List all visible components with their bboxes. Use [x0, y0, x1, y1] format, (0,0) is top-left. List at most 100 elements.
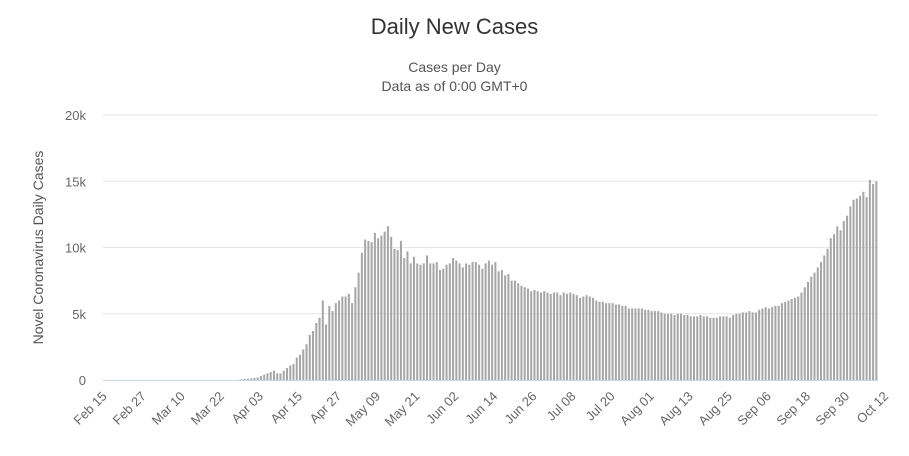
data-bar	[797, 296, 800, 380]
data-bar	[689, 316, 692, 380]
data-bar	[419, 264, 422, 380]
data-bar	[650, 311, 653, 380]
data-bar	[510, 280, 513, 380]
data-bar	[298, 354, 302, 380]
data-bar	[829, 238, 832, 380]
x-tick-label: Jul 20	[583, 389, 618, 424]
data-bar	[566, 293, 569, 380]
data-bar	[621, 305, 624, 380]
data-bar	[481, 268, 484, 380]
y-axis-title: Novel Coronavirus Daily Cases	[30, 151, 46, 345]
data-bar	[683, 315, 686, 380]
data-bar	[504, 275, 507, 380]
x-tick-label: Sep 06	[734, 389, 774, 429]
data-bar	[601, 301, 604, 380]
y-tick-label: 0	[79, 373, 86, 388]
data-bar	[839, 230, 842, 380]
data-bar	[552, 292, 556, 380]
data-bar	[738, 313, 741, 380]
data-bar	[647, 309, 650, 380]
x-tick-label: Jun 26	[501, 389, 539, 427]
data-bar	[331, 311, 334, 380]
data-bar	[865, 197, 868, 380]
data-bar	[800, 292, 803, 380]
data-bar	[295, 357, 298, 380]
data-bar	[846, 215, 849, 380]
data-bar	[706, 316, 709, 380]
x-tick-label: Apr 03	[228, 389, 266, 427]
data-bar	[526, 288, 529, 380]
data-bar	[312, 330, 315, 380]
data-bar	[487, 260, 490, 380]
data-bar	[559, 295, 562, 380]
data-bar	[644, 309, 647, 380]
data-bar	[266, 373, 269, 380]
data-bar	[425, 255, 429, 380]
data-bar	[735, 313, 738, 380]
data-bar	[872, 183, 875, 380]
data-bar	[364, 239, 367, 380]
data-bar	[497, 271, 500, 380]
data-bar	[868, 179, 871, 380]
chart-subtitle-line-1: Cases per Day	[408, 59, 501, 75]
data-bar	[263, 374, 266, 380]
x-tick-label: Jul 08	[544, 389, 579, 424]
x-tick-label: Apr 15	[267, 389, 305, 427]
data-bar	[282, 370, 285, 380]
data-bar	[663, 313, 666, 380]
data-bar	[285, 368, 288, 380]
data-bar	[403, 258, 406, 380]
data-bar	[813, 272, 816, 380]
data-bar	[445, 264, 448, 380]
data-bar	[461, 267, 464, 380]
chart-title: Daily New Cases	[370, 14, 539, 39]
data-bar	[699, 315, 702, 380]
data-bar	[279, 373, 282, 380]
data-bar	[771, 307, 774, 380]
data-bar	[507, 274, 510, 380]
data-bar	[412, 256, 415, 380]
data-bar	[806, 281, 809, 380]
data-bar	[305, 344, 308, 380]
data-bar	[500, 270, 503, 380]
data-bar	[579, 297, 582, 380]
chart-subtitle-line-2: Data as of 0:00 GMT+0	[381, 78, 528, 94]
data-bar	[611, 303, 614, 380]
data-bar	[315, 323, 318, 380]
data-bar	[862, 191, 865, 380]
data-bar	[754, 312, 757, 380]
data-bar	[240, 379, 243, 380]
data-bar	[725, 316, 728, 380]
data-bar	[624, 305, 627, 380]
data-bar	[250, 378, 253, 380]
data-bar	[354, 287, 357, 380]
data-bar	[777, 305, 780, 380]
data-bar	[823, 255, 826, 380]
data-bar	[745, 312, 748, 380]
data-bar	[302, 349, 305, 380]
y-tick-label: 20k	[65, 108, 86, 123]
x-tick-label: Sep 30	[812, 389, 852, 429]
data-bar	[592, 297, 595, 380]
data-bar	[344, 296, 347, 380]
data-bar	[676, 313, 679, 380]
data-bar	[543, 291, 546, 380]
data-bar	[833, 234, 836, 380]
data-bar	[803, 287, 806, 380]
data-bar	[432, 263, 435, 380]
data-bar	[289, 365, 292, 380]
data-bar	[780, 303, 783, 380]
data-bar	[321, 300, 324, 380]
data-bar	[517, 283, 520, 380]
x-tick-label: Mar 10	[149, 389, 188, 428]
data-bar	[406, 251, 409, 380]
data-bar	[259, 376, 262, 380]
data-bar	[673, 315, 676, 380]
data-bar	[820, 262, 823, 380]
data-bar	[276, 373, 279, 380]
data-bar	[370, 242, 373, 380]
data-bar	[439, 270, 442, 380]
data-bar	[640, 308, 643, 380]
data-bar	[631, 308, 634, 380]
data-bar	[416, 263, 419, 380]
